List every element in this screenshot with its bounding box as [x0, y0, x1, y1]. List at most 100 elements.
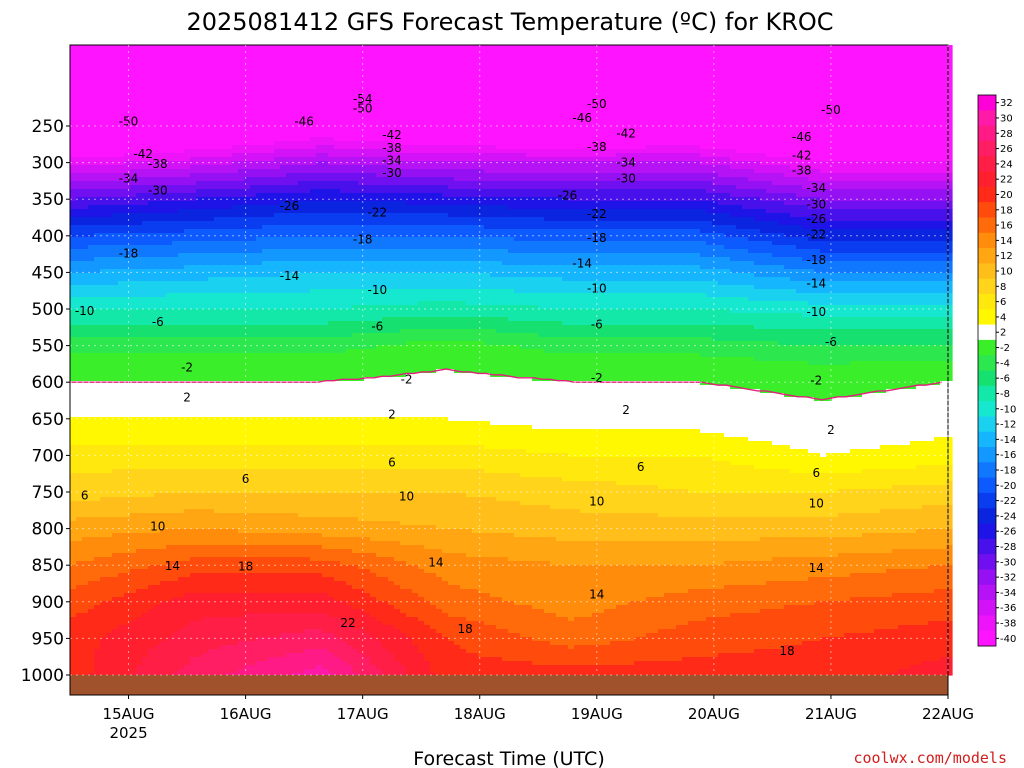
field-cell [526, 157, 533, 162]
field-cell [472, 113, 479, 118]
field-cell [730, 141, 737, 146]
field-cell [838, 61, 845, 66]
field-cell [70, 173, 77, 178]
field-cell [880, 137, 887, 142]
field-cell [454, 117, 461, 122]
field-cell [202, 137, 209, 142]
field-cell [718, 101, 725, 106]
field-cell [232, 129, 239, 134]
field-cell [256, 169, 263, 174]
field-cell [754, 121, 761, 126]
field-cell [184, 93, 191, 98]
field-cell [916, 149, 923, 154]
field-cell [670, 73, 677, 78]
field-cell [178, 165, 185, 170]
field-cell [82, 145, 89, 150]
field-cell [106, 153, 113, 158]
field-cell [790, 85, 797, 90]
field-cell [496, 45, 503, 50]
field-cell [652, 109, 659, 114]
field-cell [652, 85, 659, 90]
field-cell [760, 45, 767, 50]
field-cell [862, 173, 869, 178]
field-cell [124, 69, 131, 74]
field-cell [466, 173, 473, 178]
field-cell [940, 165, 947, 170]
field-cell [712, 121, 719, 126]
field-cell [256, 49, 263, 54]
field-cell [670, 77, 677, 82]
field-cell [568, 57, 575, 62]
field-cell [880, 169, 887, 174]
field-cell [694, 61, 701, 66]
field-cell [898, 81, 905, 86]
field-cell [460, 101, 467, 106]
field-cell [778, 101, 785, 106]
field-cell [538, 77, 545, 82]
field-cell [616, 65, 623, 70]
field-cell [310, 149, 317, 154]
field-cell [334, 157, 341, 162]
field-cell [376, 57, 383, 62]
field-cell [508, 145, 515, 150]
field-cell [574, 69, 581, 74]
field-cell [616, 69, 623, 74]
field-cell [244, 77, 251, 82]
field-cell [238, 117, 245, 122]
field-cell [112, 165, 119, 170]
field-cell [604, 173, 611, 178]
field-cell [190, 45, 197, 50]
field-cell [688, 73, 695, 78]
field-cell [838, 97, 845, 102]
field-cell [730, 117, 737, 122]
field-cell [844, 153, 851, 158]
field-cell [586, 85, 593, 90]
field-cell [316, 173, 323, 178]
field-cell [346, 121, 353, 126]
field-cell [130, 97, 137, 102]
field-cell [616, 101, 623, 106]
field-cell [82, 93, 89, 98]
field-cell [694, 45, 701, 50]
field-cell [844, 161, 851, 166]
field-cell [760, 165, 767, 170]
field-cell [340, 169, 347, 174]
field-cell [628, 101, 635, 106]
field-cell [592, 89, 599, 94]
field-cell [244, 145, 251, 150]
field-cell [592, 157, 599, 162]
field-cell [508, 69, 515, 74]
field-cell [790, 53, 797, 58]
field-cell [718, 165, 725, 170]
field-cell [532, 161, 539, 166]
field-cell [838, 89, 845, 94]
field-cell [460, 57, 467, 62]
field-cell [724, 81, 731, 86]
field-cell [892, 109, 899, 114]
field-cell [898, 93, 905, 98]
field-cell [610, 69, 617, 74]
field-cell [130, 65, 137, 70]
field-cell [766, 137, 773, 142]
field-cell [370, 161, 377, 166]
field-cell [712, 57, 719, 62]
field-cell [202, 81, 209, 86]
field-cell [580, 49, 587, 54]
field-cell [136, 73, 143, 78]
field-cell [142, 109, 149, 114]
field-cell [400, 57, 407, 62]
field-cell [904, 49, 911, 54]
field-cell [202, 161, 209, 166]
field-cell [154, 65, 161, 70]
field-cell [70, 105, 77, 110]
field-cell [754, 157, 761, 162]
field-cell [766, 85, 773, 90]
field-cell [676, 117, 683, 122]
field-cell [490, 161, 497, 166]
field-cell [730, 53, 737, 58]
field-cell [310, 145, 317, 150]
field-cell [472, 157, 479, 162]
field-cell [682, 77, 689, 82]
field-cell [742, 49, 749, 54]
field-cell [460, 117, 467, 122]
